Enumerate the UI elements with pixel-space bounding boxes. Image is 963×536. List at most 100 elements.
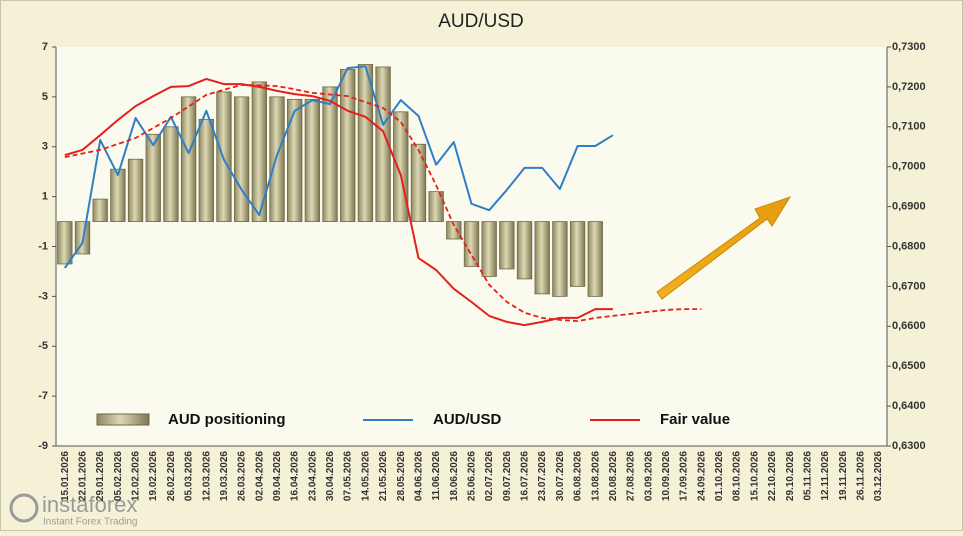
- line: [64, 84, 702, 322]
- y2-tick-label: 0,6400: [892, 400, 926, 412]
- x-tick-label: 19.03.2026: [219, 451, 230, 501]
- x-tick-label: 29.01.2026: [95, 451, 106, 501]
- bar: [163, 126, 179, 222]
- y2-tick-label: 0,7100: [892, 121, 926, 133]
- x-tick-label: 05.02.2026: [113, 451, 124, 501]
- y2-tick-label: 0,7200: [892, 81, 926, 93]
- brand: instaforex: [42, 492, 137, 517]
- x-tick-label: 26.03.2026: [237, 451, 248, 501]
- bar: [552, 221, 568, 297]
- x-tick-label: 23.04.2026: [307, 451, 318, 501]
- x-tick-label: 09.04.2026: [272, 451, 283, 501]
- bar: [145, 133, 161, 222]
- y2-tick-label: 0,7300: [892, 41, 926, 53]
- x-tick-label: 26.11.2026: [855, 451, 866, 501]
- legend: AUD positioning AUD/USD Fair value: [96, 411, 730, 428]
- y2-tick-label: 0,7000: [892, 161, 926, 173]
- x-tick-label: 14.05.2026: [360, 451, 371, 501]
- x-tick-label: 05.11.2026: [802, 451, 813, 501]
- tagline: Instant Forex Trading: [43, 517, 138, 528]
- x-tick-label: 24.09.2026: [696, 451, 707, 501]
- x-tick-label: 19.02.2026: [148, 451, 159, 501]
- bar: [569, 221, 586, 287]
- x-tick-label: 03.09.2026: [643, 451, 654, 501]
- y-tick-label: -1: [38, 240, 48, 252]
- x-tick-label: 29.10.2026: [785, 451, 796, 501]
- bar: [110, 168, 126, 222]
- bar: [304, 98, 321, 222]
- chart-title: AUD/USD: [438, 11, 524, 32]
- bar: [57, 221, 73, 265]
- x-tick-label: 12.03.2026: [201, 451, 212, 501]
- bar: [428, 191, 444, 222]
- x-tick-label: 16.04.2026: [290, 451, 301, 501]
- watermark: instaforex Instant Forex Trading: [9, 492, 138, 528]
- bar: [92, 198, 108, 222]
- y-tick-label: 1: [42, 191, 48, 203]
- x-tick-label: 22.01.2026: [78, 451, 89, 501]
- x-tick-label: 12.02.2026: [131, 451, 142, 501]
- x-tick-label: 13.08.2026: [590, 451, 601, 501]
- y-tick-label: 3: [42, 141, 48, 153]
- x-tick-label: 06.08.2026: [573, 451, 584, 501]
- y-tick-label: -5: [38, 340, 48, 352]
- bar: [587, 221, 603, 297]
- logo-icon: [9, 493, 39, 523]
- y2-tick-label: 0,6300: [892, 440, 926, 452]
- bar: [198, 118, 214, 222]
- bar: [322, 86, 338, 222]
- legend-swatch: [96, 413, 150, 426]
- x-tick-label: 15.01.2026: [60, 451, 71, 501]
- x-tick-label: 04.06.2026: [413, 451, 424, 501]
- y2-tick-label: 0,6600: [892, 320, 926, 332]
- y2-tick-label: 0,6500: [892, 360, 926, 372]
- marks: [57, 64, 702, 327]
- bar: [375, 66, 391, 222]
- legend-label: AUD/USD: [433, 411, 502, 428]
- bar: [233, 96, 250, 222]
- y-tick-label: 5: [42, 91, 48, 103]
- y-tick-label: 7: [42, 41, 48, 53]
- x-tick-label: 30.07.2026: [555, 451, 566, 501]
- x-tick-label: 05.03.2026: [184, 451, 195, 501]
- bar: [446, 221, 462, 240]
- line: [64, 77, 613, 327]
- x-tick-label: 18.06.2026: [449, 451, 460, 501]
- y-tick-label: -3: [38, 290, 48, 302]
- bar: [481, 221, 497, 277]
- legend-label: Fair value: [660, 411, 730, 428]
- bar: [251, 81, 267, 222]
- x-tick-label: 16.07.2026: [520, 451, 531, 501]
- bar: [216, 91, 232, 222]
- y2-tick-label: 0,6900: [892, 201, 926, 213]
- y-tick-label: -7: [38, 390, 48, 402]
- line: [63, 65, 614, 269]
- x-tick-label: 26.02.2026: [166, 451, 177, 501]
- bar: [180, 96, 197, 222]
- x-tick-label: 11.06.2026: [431, 451, 442, 501]
- bar: [127, 158, 144, 222]
- bar: [393, 111, 409, 222]
- x-tick-label: 15.10.2026: [749, 451, 760, 501]
- x-tick-label: 22.10.2026: [767, 451, 778, 501]
- legend-label: AUD positioning: [168, 411, 285, 428]
- bar: [463, 221, 480, 267]
- x-tick-label: 03.12.2026: [873, 451, 884, 501]
- x-tick-label: 28.05.2026: [396, 451, 407, 501]
- bar: [357, 64, 374, 222]
- x-tick-label: 19.11.2026: [838, 451, 849, 501]
- x-tick-label: 07.05.2026: [343, 451, 354, 501]
- y-tick-label: -9: [38, 440, 48, 452]
- x-tick-label: 02.04.2026: [254, 451, 265, 501]
- x-tick-label: 23.07.2026: [537, 451, 548, 501]
- bar: [287, 98, 303, 222]
- bar: [516, 221, 533, 280]
- y2-tick-label: 0,6700: [892, 280, 926, 292]
- x-tick-label: 30.04.2026: [325, 451, 336, 501]
- x-tick-label: 02.07.2026: [484, 451, 495, 501]
- bar: [410, 143, 427, 222]
- x-tick-label: 17.09.2026: [679, 451, 690, 501]
- bar: [340, 69, 356, 222]
- x-tick-label: 27.08.2026: [626, 451, 637, 501]
